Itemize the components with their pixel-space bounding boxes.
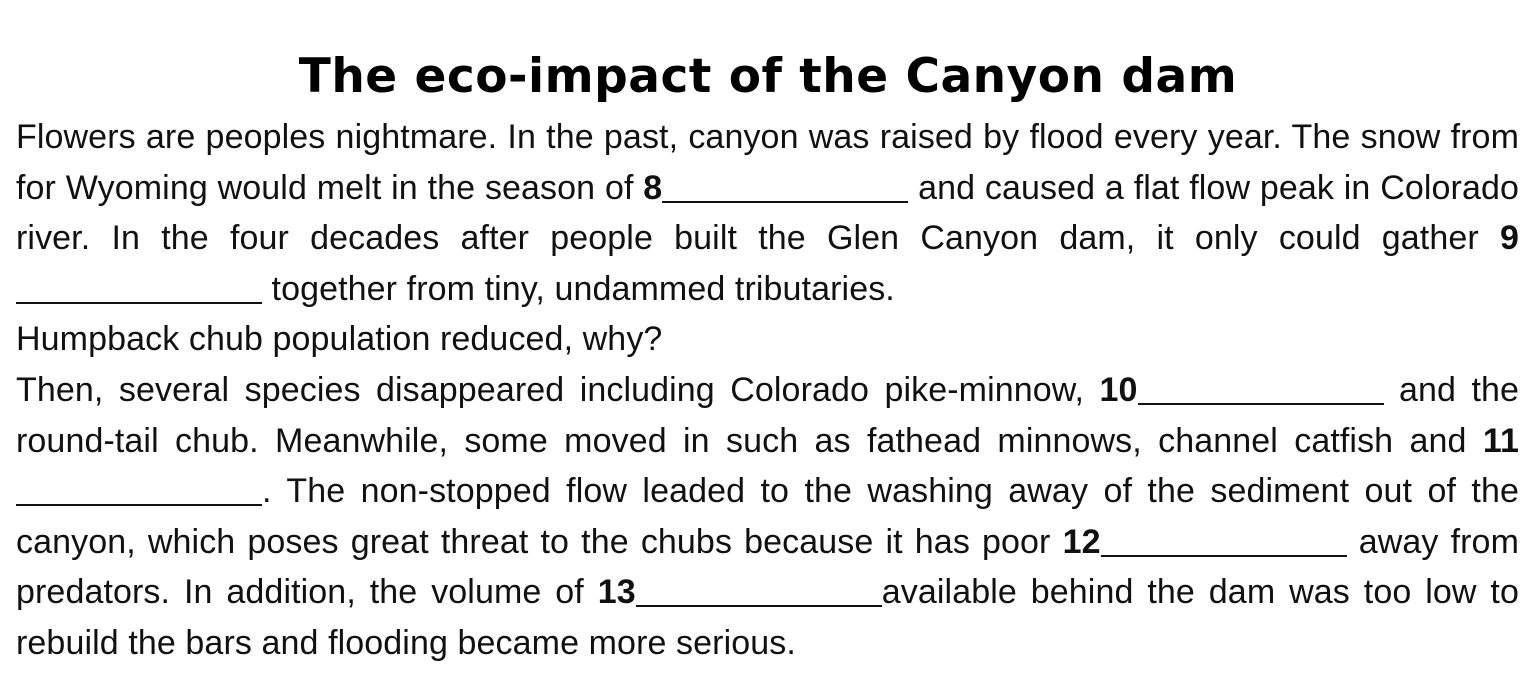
answer-blank-12[interactable]	[1101, 525, 1347, 557]
passage-body: Flowers are peoples nightmare. In the pa…	[16, 112, 1519, 669]
subheading-question: Humpback chub population reduced, why?	[16, 314, 1519, 365]
answer-blank-13[interactable]	[636, 575, 882, 607]
passage-text: Then, several species disappeared includ…	[16, 371, 1100, 409]
paragraph-snowmelt: Flowers are peoples nightmare. In the pa…	[16, 112, 1519, 314]
page-title: The eco-impact of the Canyon dam	[0, 47, 1536, 107]
paragraph-species: Then, several species disappeared includ…	[16, 365, 1519, 669]
question-number-13: 13	[598, 573, 636, 611]
question-number-8: 8	[643, 169, 662, 207]
question-number-11: 11	[1483, 422, 1519, 460]
question-number-9: 9	[1500, 219, 1519, 257]
question-number-12: 12	[1063, 523, 1101, 561]
answer-blank-11[interactable]	[16, 474, 262, 506]
question-number-10: 10	[1100, 371, 1138, 409]
answer-blank-10[interactable]	[1138, 373, 1384, 405]
answer-blank-9[interactable]	[16, 272, 262, 304]
answer-blank-8[interactable]	[662, 171, 908, 203]
passage-text: together from tiny, undammed tributaries…	[262, 270, 895, 308]
